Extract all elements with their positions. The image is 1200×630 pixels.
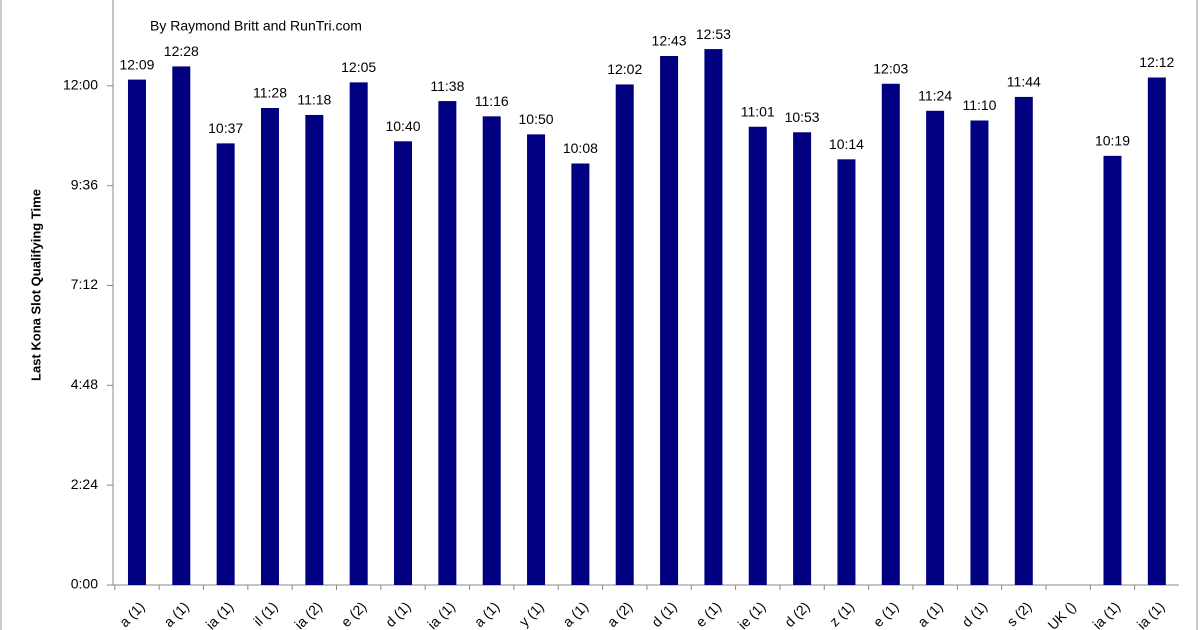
value-label: 11:10: [962, 97, 996, 113]
x-tick-label: s (2): [1003, 598, 1034, 629]
bar: [571, 163, 590, 585]
bar: [970, 120, 989, 586]
bar: [1147, 77, 1166, 585]
value-label: 10:37: [208, 120, 243, 136]
y-tick-label: 7:12: [71, 276, 98, 292]
value-label: 11:28: [253, 85, 287, 101]
x-tick-label: a (1): [914, 598, 946, 630]
x-tick-label: y (1): [516, 598, 547, 629]
value-label: 12:02: [607, 61, 642, 77]
value-label: 12:12: [1139, 54, 1174, 70]
y-tick-label: 2:24: [71, 476, 98, 492]
value-label: 12:53: [696, 26, 731, 42]
x-tick-label: a (1): [116, 598, 148, 630]
x-tick-label: z (1): [826, 598, 857, 629]
y-axis-label: Last Kona Slot Qualifying Time: [28, 189, 43, 381]
y-tick-label: 12:00: [63, 77, 98, 93]
x-tick-label: ia (1): [1089, 598, 1123, 630]
x-tick-label: a (1): [559, 598, 591, 630]
chart-subtitle: By Raymond Britt and RunTri.com: [150, 18, 362, 34]
bar: [260, 108, 279, 585]
value-label: 11:01: [741, 103, 775, 119]
x-tick-label: d (1): [648, 598, 680, 630]
bar: [305, 114, 324, 585]
bar: [172, 66, 191, 586]
x-tick-label: a (2): [604, 598, 636, 630]
y-tick-label: 4:48: [71, 376, 98, 392]
bar: [926, 110, 945, 586]
bar: [881, 83, 900, 585]
x-tick-label: il (1): [250, 598, 281, 629]
value-label: 12:09: [119, 56, 154, 72]
bar: [527, 134, 546, 586]
x-tick-label: ia (1): [424, 598, 458, 630]
bar: [748, 126, 767, 585]
value-label: 11:16: [475, 93, 509, 109]
x-tick-label: d (2): [781, 598, 813, 630]
value-label: 10:53: [785, 109, 820, 125]
bar: [837, 159, 856, 585]
value-label: 10:14: [829, 136, 864, 152]
bar: [704, 49, 723, 586]
value-label: 10:19: [1095, 133, 1130, 149]
value-label: 10:40: [385, 118, 420, 134]
x-tick-label: ia (1): [203, 598, 237, 630]
x-tick-label: UK (): [1044, 598, 1078, 630]
bar: [438, 101, 457, 586]
x-tick-label: e (1): [692, 598, 724, 630]
x-tick-label: ie (1): [735, 598, 769, 630]
value-label: 12:03: [873, 60, 908, 76]
bar: [793, 132, 812, 585]
value-label: 10:50: [519, 111, 554, 127]
value-label: 11:44: [1007, 74, 1041, 90]
bar: [349, 82, 368, 586]
x-tick-label: d (1): [959, 598, 991, 630]
x-tick-label: e (1): [870, 598, 902, 630]
x-tick-label: ia (2): [291, 598, 325, 630]
bar: [1103, 155, 1122, 585]
value-label: 11:24: [918, 87, 952, 103]
x-tick-label: a (1): [471, 598, 503, 630]
value-label: 11:38: [430, 78, 464, 94]
value-label: 11:18: [297, 92, 331, 108]
bar: [216, 143, 235, 585]
bar: [615, 84, 634, 585]
value-label: 12:43: [652, 33, 687, 49]
x-tick-label: a (1): [160, 598, 192, 630]
x-tick-label: ia (1): [1134, 598, 1168, 630]
x-tick-label: e (2): [338, 598, 370, 630]
value-label: 12:05: [341, 59, 376, 75]
bar: [1014, 96, 1033, 585]
value-label: 12:28: [164, 43, 199, 59]
bar: [394, 141, 413, 585]
bar: [660, 56, 679, 586]
bar: [482, 116, 501, 586]
bar: [127, 79, 146, 585]
y-tick-label: 9:36: [71, 176, 98, 192]
y-tick-label: 0:00: [71, 576, 98, 592]
x-tick-label: d (1): [382, 598, 414, 630]
value-label: 10:08: [563, 140, 598, 156]
